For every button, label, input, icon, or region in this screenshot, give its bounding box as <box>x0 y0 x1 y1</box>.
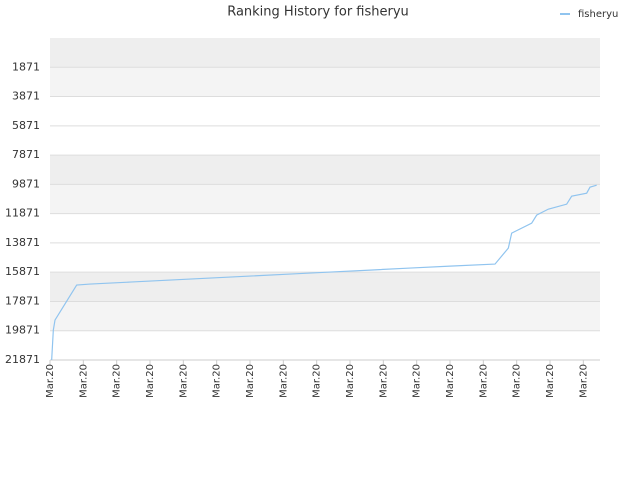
x-tick-label: Mar.20 <box>145 364 156 398</box>
x-tick-label: Mar.20 <box>345 364 356 398</box>
y-tick-label: 11871 <box>5 207 40 220</box>
x-tick-label: Mar.20 <box>45 364 56 398</box>
series-line <box>51 184 597 361</box>
x-tick-label: Mar.20 <box>178 364 189 398</box>
x-tick-label: Mar.20 <box>112 364 123 398</box>
x-tick-label: Mar.20 <box>312 364 323 398</box>
x-tick-label: Mar.20 <box>378 364 389 398</box>
y-tick-label: 9871 <box>12 177 40 190</box>
x-tick-label: Mar.20 <box>445 364 456 398</box>
legend-label: fisheryu <box>578 9 618 20</box>
plot-band <box>50 242 600 273</box>
y-tick-label: 3871 <box>12 90 40 103</box>
y-tick-label: 1871 <box>12 60 40 73</box>
y-tick-label: 13871 <box>5 236 40 249</box>
x-tick-label: Mar.20 <box>412 364 423 398</box>
plot-band <box>50 301 600 331</box>
y-tick-label: 21871 <box>5 353 40 366</box>
plot-band <box>50 96 600 126</box>
x-tick-label: Mar.20 <box>512 364 523 398</box>
plot-band <box>50 213 600 243</box>
x-tick-label: Mar.20 <box>212 364 223 398</box>
y-tick-label: 17871 <box>5 294 40 307</box>
chart-title: Ranking History for fisheryu <box>227 5 409 20</box>
y-tick-label: 5871 <box>12 119 40 132</box>
x-tick-label: Mar.20 <box>245 364 256 398</box>
x-tick-label: Mar.20 <box>545 364 556 398</box>
y-tick-label: 7871 <box>12 148 40 161</box>
plot-band <box>50 125 600 156</box>
x-tick-label: Mar.20 <box>78 364 89 398</box>
x-tick-label: Mar.20 <box>278 364 289 398</box>
x-tick-label: Mar.20 <box>578 364 589 398</box>
plot-band <box>50 272 600 302</box>
y-tick-label: 19871 <box>5 324 40 337</box>
plot-band <box>50 155 600 185</box>
plot-band <box>50 330 600 360</box>
plot-band <box>50 67 600 97</box>
y-tick-label: 15871 <box>5 265 40 278</box>
plot-band <box>50 38 600 68</box>
plot-band <box>50 184 600 214</box>
x-tick-label: Mar.20 <box>478 364 489 398</box>
